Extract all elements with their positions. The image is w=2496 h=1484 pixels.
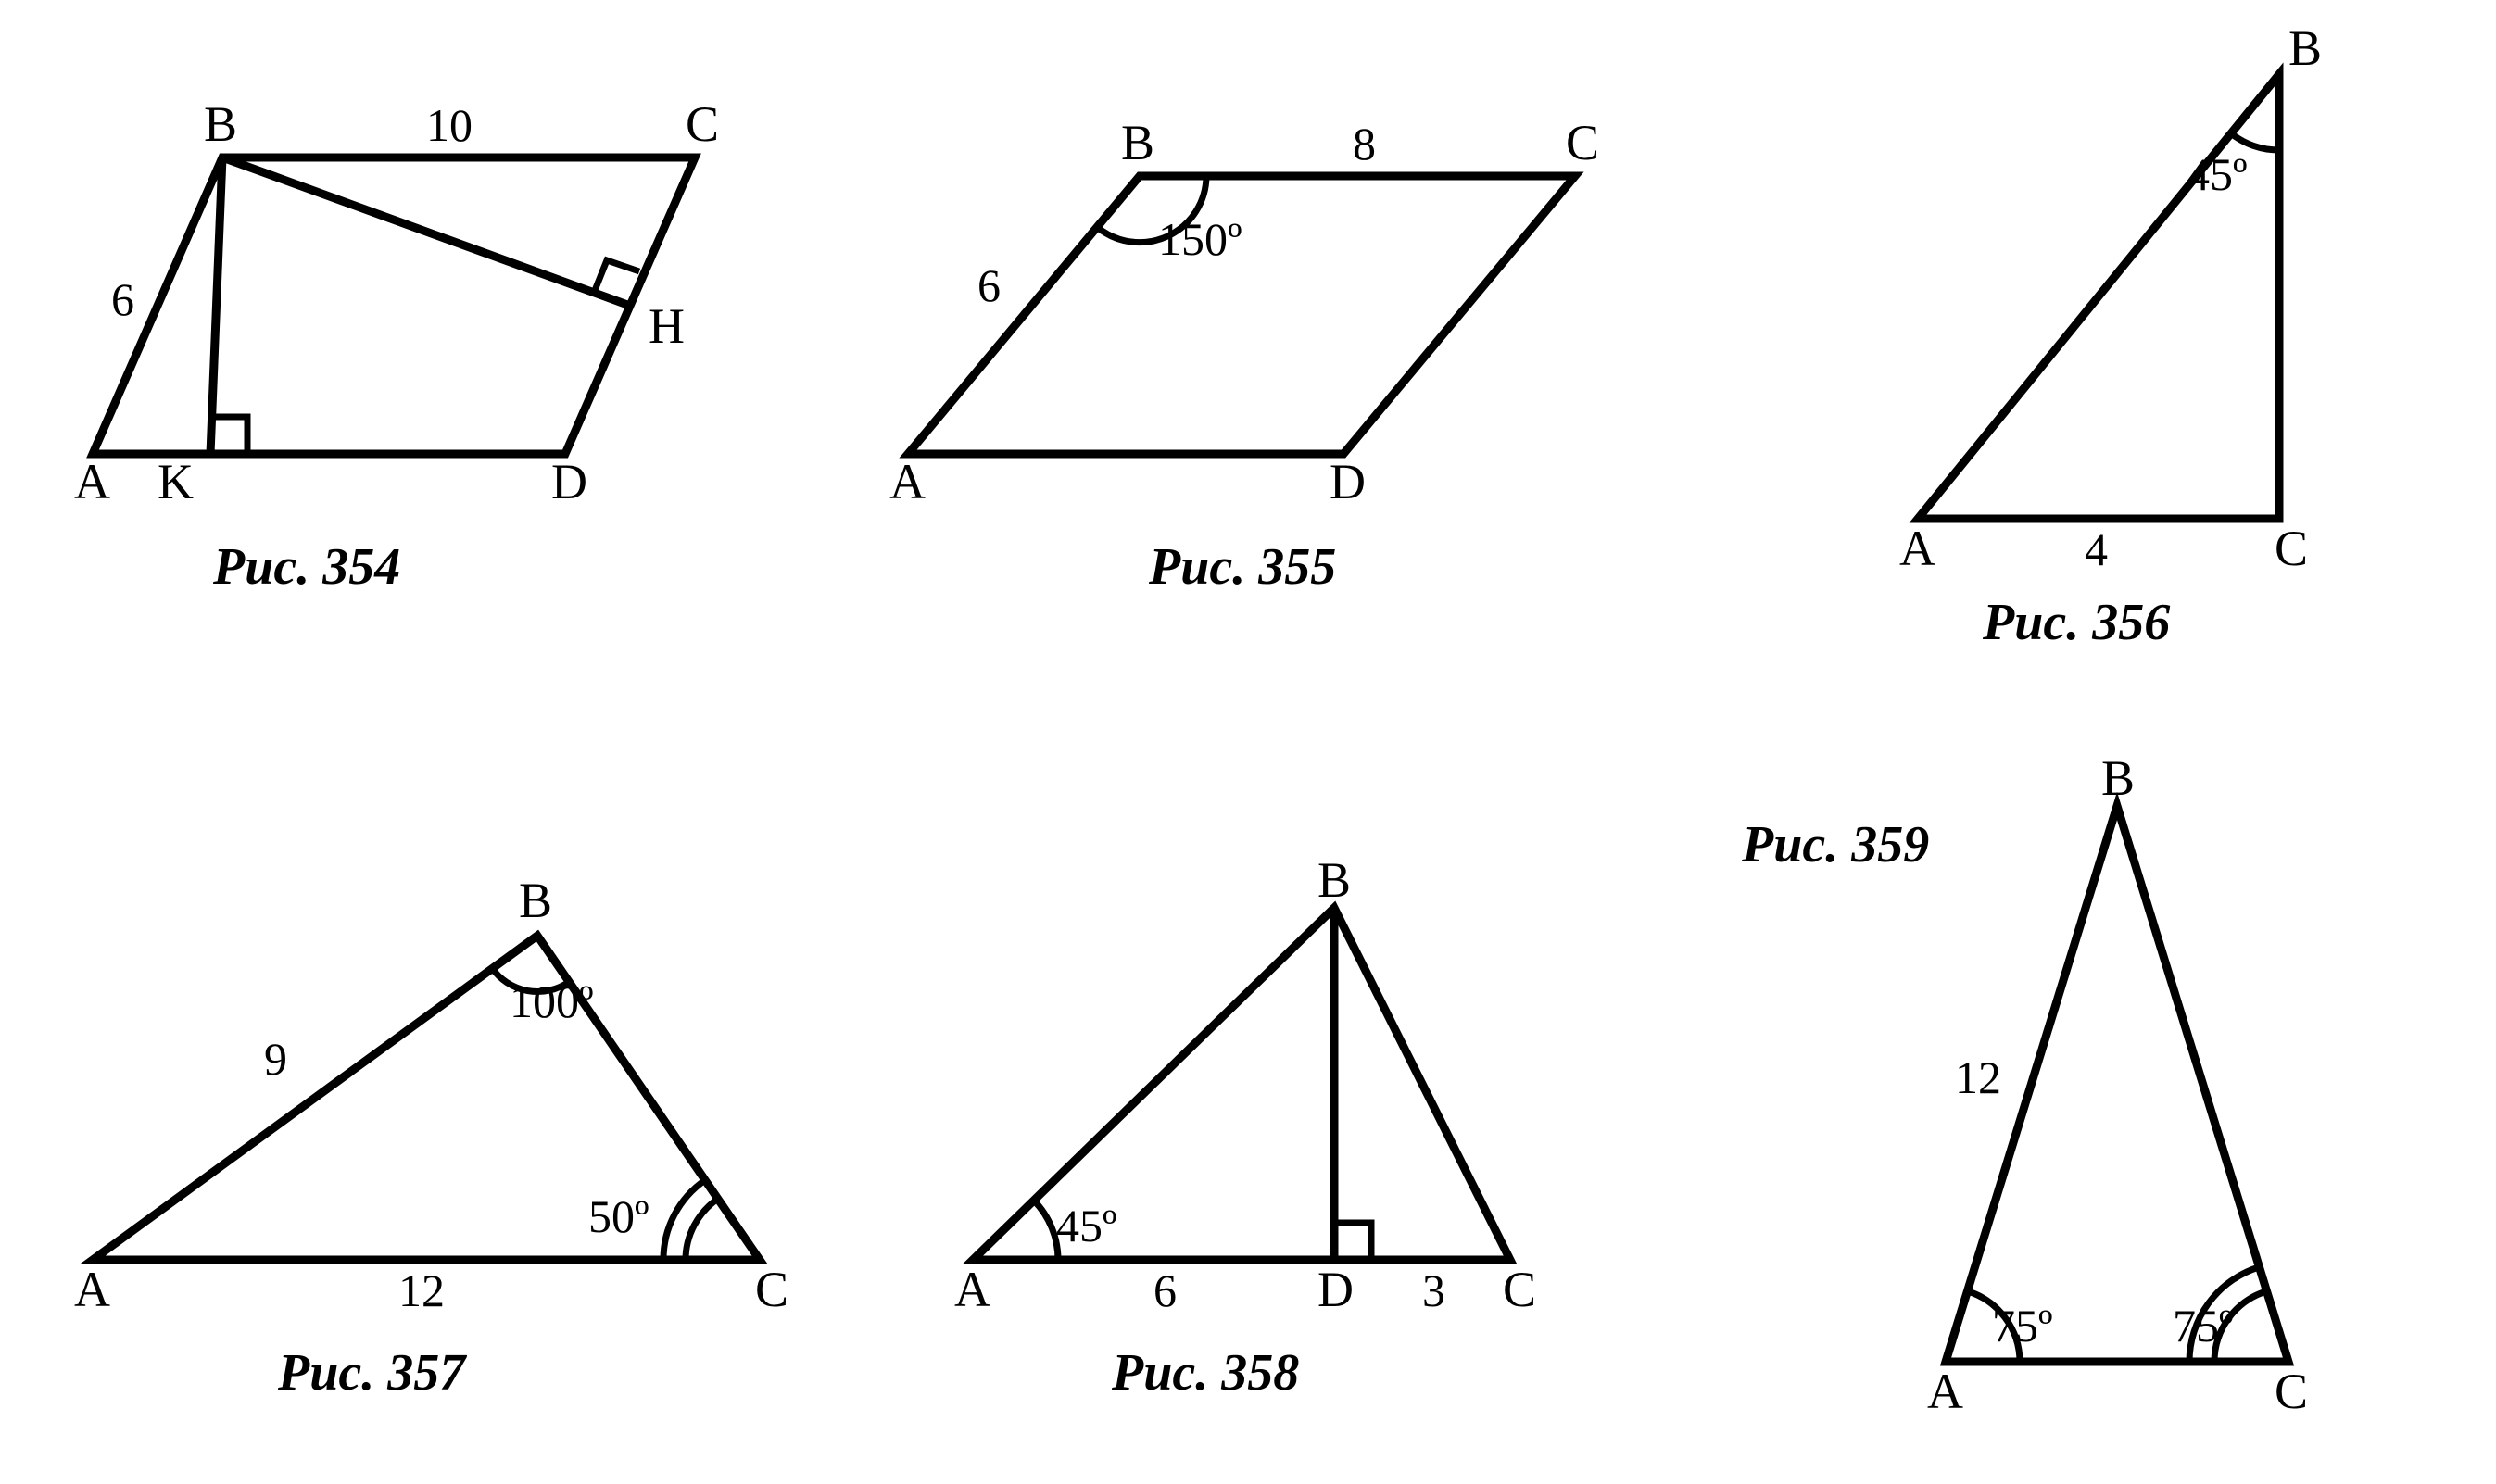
side-bc-label: 8 bbox=[1353, 118, 1376, 170]
side-bc-label: 10 bbox=[426, 99, 473, 151]
vertex-b: B bbox=[2101, 750, 2135, 806]
altitude-bk bbox=[210, 157, 222, 454]
triangle bbox=[1918, 74, 2279, 519]
vertex-c: C bbox=[2275, 521, 2308, 576]
vertex-b: B bbox=[2288, 20, 2322, 76]
fig-357-caption: Рис. 357 bbox=[278, 1343, 465, 1402]
side-ab-label: 9 bbox=[264, 1033, 287, 1085]
vertex-a: A bbox=[889, 454, 926, 509]
vertex-b: B bbox=[1317, 852, 1351, 908]
angle-b-label: 100º bbox=[510, 975, 594, 1027]
right-angle-k-icon bbox=[210, 417, 247, 454]
vertex-b: B bbox=[1121, 115, 1154, 170]
fig-355: A B C D 6 8 150º bbox=[871, 83, 1631, 519]
angle-c-arc1-icon bbox=[686, 1199, 718, 1260]
fig-359-caption: Рис. 359 bbox=[1742, 815, 1929, 874]
angle-a-label: 45º bbox=[1056, 1200, 1117, 1251]
vertex-d: D bbox=[1317, 1262, 1354, 1317]
vertex-a: A bbox=[954, 1262, 990, 1317]
right-angle-h-icon bbox=[594, 260, 639, 293]
fig-354: A B C D K H 6 10 bbox=[56, 83, 760, 519]
angle-a-label: 75º bbox=[1992, 1300, 2053, 1352]
fig-359: A B C 12 75º 75º bbox=[1899, 750, 2363, 1427]
triangle bbox=[973, 908, 1510, 1260]
fig-357: A B C 9 12 100º 50º bbox=[56, 852, 815, 1325]
vertex-d: D bbox=[551, 454, 587, 509]
fig-354-svg: A B C D K H 6 10 bbox=[56, 83, 760, 519]
vertex-c: C bbox=[1503, 1262, 1536, 1317]
angle-b-label: 150º bbox=[1158, 213, 1242, 265]
vertex-a: A bbox=[74, 1262, 110, 1317]
angle-a-arc-icon bbox=[1034, 1201, 1058, 1260]
parallelogram bbox=[93, 157, 695, 454]
fig-356-caption: Рис. 356 bbox=[1983, 593, 2170, 652]
angle-b-label: 45º bbox=[2187, 148, 2248, 200]
segment-ad-label: 6 bbox=[1153, 1264, 1177, 1316]
segment-bh bbox=[222, 157, 630, 306]
vertex-d: D bbox=[1330, 454, 1366, 509]
angle-c-label: 50º bbox=[588, 1190, 649, 1242]
fig-357-svg: A B C 9 12 100º 50º bbox=[56, 852, 815, 1325]
vertex-k: K bbox=[158, 454, 194, 509]
fig-355-caption: Рис. 355 bbox=[1149, 537, 1336, 597]
fig-356-svg: A B C 4 45º bbox=[1881, 19, 2363, 584]
segment-dc-label: 3 bbox=[1422, 1264, 1445, 1316]
vertex-a: A bbox=[1927, 1364, 1963, 1419]
vertex-b: B bbox=[204, 96, 237, 152]
right-angle-d-icon bbox=[1334, 1223, 1371, 1260]
side-ac-label: 12 bbox=[398, 1264, 445, 1316]
vertex-b: B bbox=[519, 873, 552, 928]
vertex-a: A bbox=[74, 454, 110, 509]
side-ac-label: 4 bbox=[2085, 523, 2108, 575]
side-ab-label: 6 bbox=[977, 259, 1001, 311]
vertex-c: C bbox=[686, 96, 719, 152]
fig-358-caption: Рис. 358 bbox=[1112, 1343, 1299, 1402]
vertex-c: C bbox=[1566, 115, 1599, 170]
angle-c-label: 75º bbox=[2173, 1300, 2234, 1352]
vertex-c: C bbox=[2275, 1364, 2308, 1419]
fig-356: A B C 4 45º bbox=[1881, 19, 2363, 584]
fig-358-svg: A B C D 6 3 45º bbox=[936, 852, 1566, 1325]
fig-354-caption: Рис. 354 bbox=[213, 537, 400, 597]
vertex-a: A bbox=[1899, 521, 1935, 576]
fig-358: A B C D 6 3 45º bbox=[936, 852, 1566, 1325]
side-ab-label: 12 bbox=[1955, 1051, 2001, 1103]
fig-359-svg: A B C 12 75º 75º bbox=[1899, 750, 2363, 1427]
page: A B C D K H 6 10 Рис. 354 A B C D 6 8 15… bbox=[0, 0, 2496, 1484]
vertex-h: H bbox=[649, 298, 685, 354]
vertex-c: C bbox=[755, 1262, 788, 1317]
triangle bbox=[93, 936, 760, 1260]
side-ab-label: 6 bbox=[111, 273, 134, 325]
fig-355-svg: A B C D 6 8 150º bbox=[871, 83, 1631, 519]
